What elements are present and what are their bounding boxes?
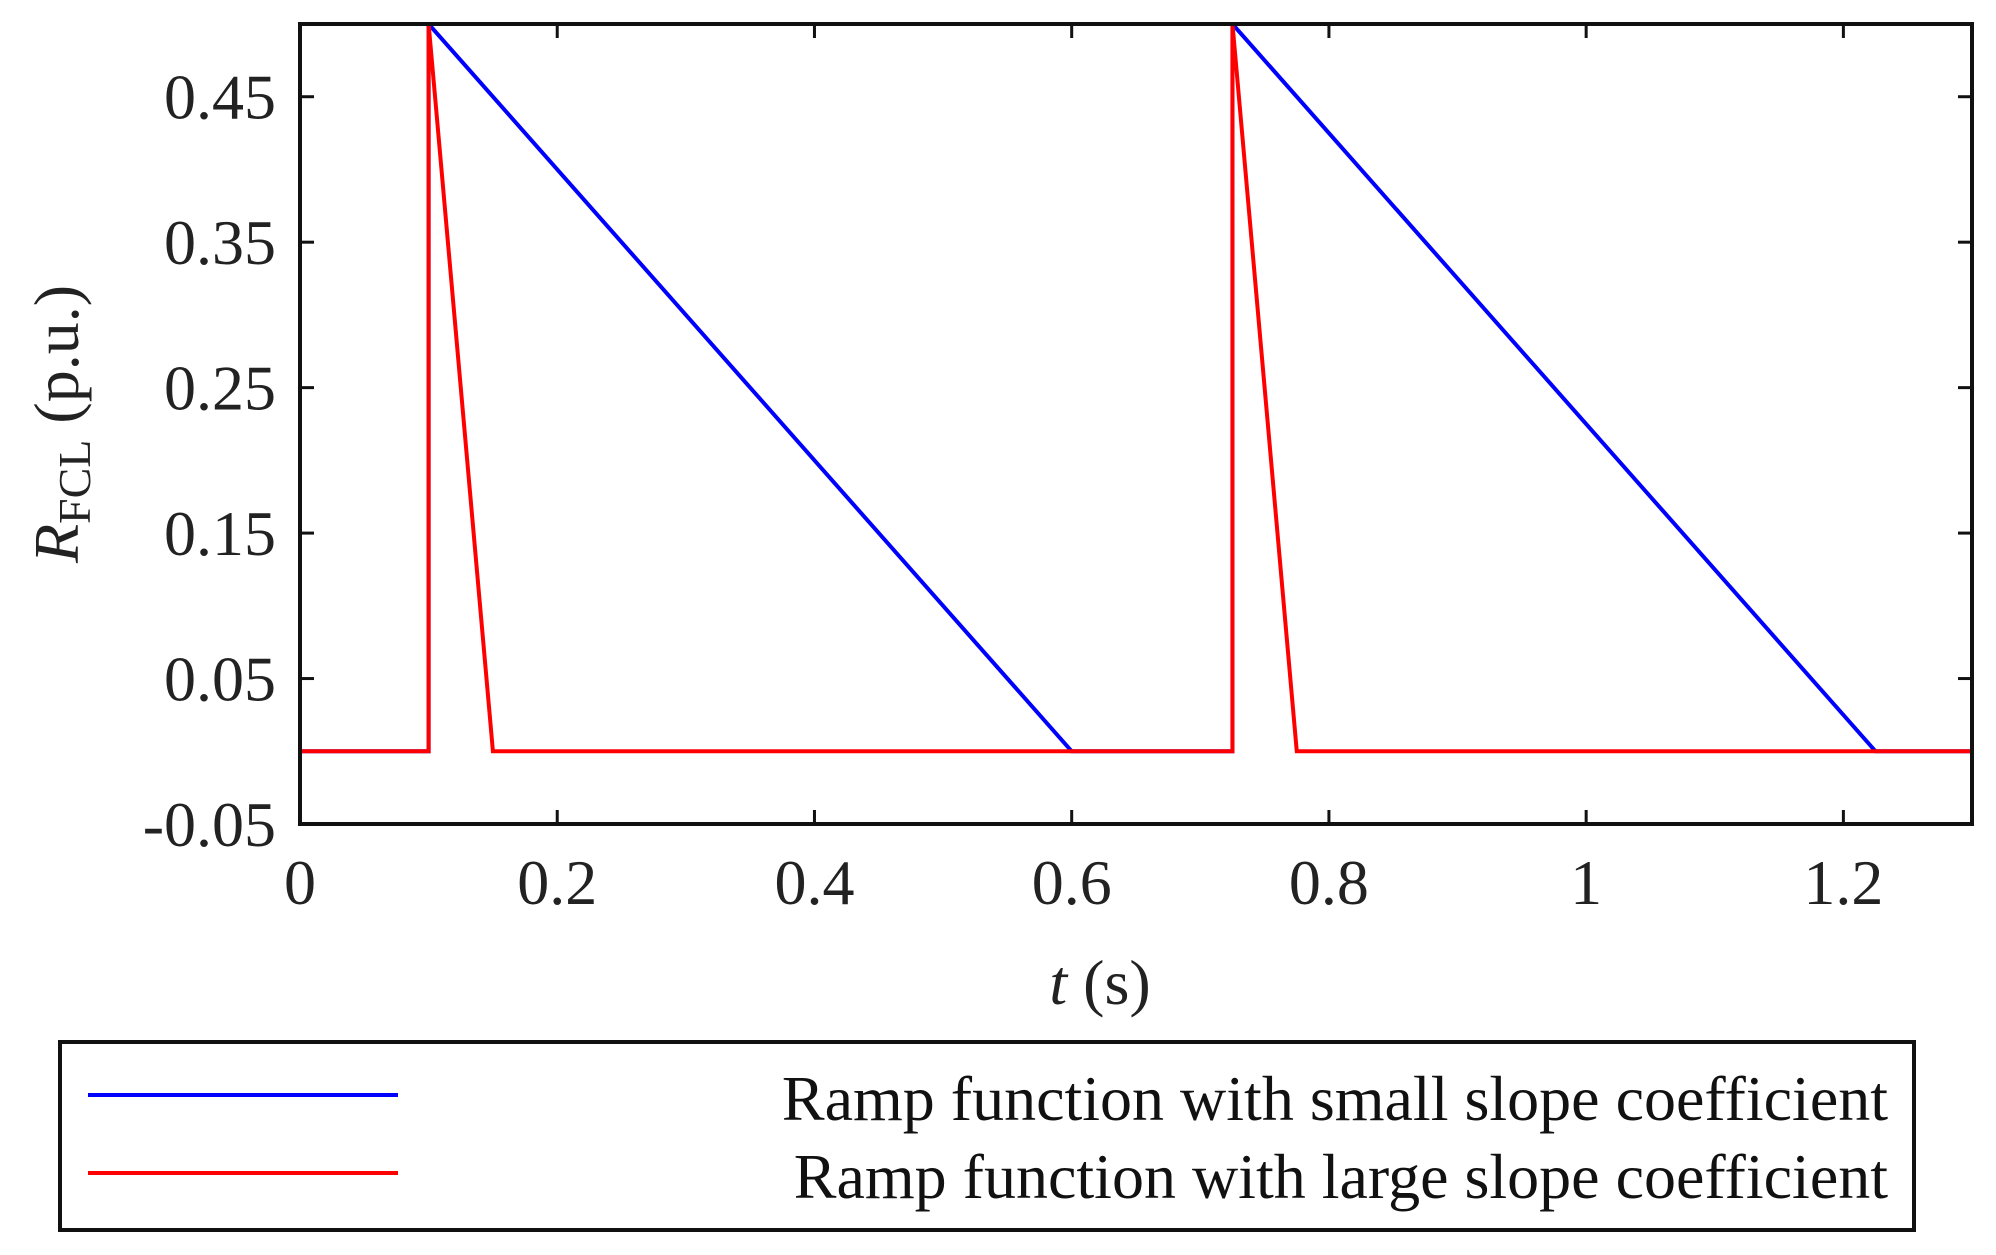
series-layer <box>300 24 1972 754</box>
axes-layer: 0 0.2 0.4 0.6 0.8 1 1.2 -0.05 0.05 0.15 0.25 0.35 0… <box>143 22 1974 918</box>
x-tick-label: 0 <box>284 847 316 918</box>
legend: Ramp function with small slope coefficie… <box>58 1040 1916 1232</box>
y-axis-unit: (p.u.) <box>21 285 92 424</box>
x-tick-label: 0.2 <box>517 847 597 918</box>
y-tick-label: 0.15 <box>164 498 276 569</box>
y-axis-title: RFCL (p.u.) <box>21 285 100 564</box>
x-axis-unit: (s) <box>1083 947 1151 1018</box>
x-tick-label: 0.4 <box>774 847 854 918</box>
y-axis-var: R <box>21 524 92 564</box>
x-axis-var: t <box>1049 947 1069 1018</box>
x-tick-label: 0.6 <box>1032 847 1112 918</box>
x-tick-label: 1 <box>1570 847 1602 918</box>
legend-label-large-slope: Ramp function with large slope coefficie… <box>794 1141 1888 1212</box>
y-tick-label: 0.45 <box>164 62 276 133</box>
legend-box <box>58 1040 1916 1232</box>
y-tick-label: -0.05 <box>143 789 276 860</box>
x-tick-label: 0.8 <box>1289 847 1369 918</box>
series-large-slope-line <box>300 24 1972 754</box>
legend-label-small-slope: Ramp function with small slope coefficie… <box>782 1063 1888 1134</box>
x-tick-label: 1.2 <box>1803 847 1883 918</box>
x-axis-title: t (s) <box>1049 947 1150 1018</box>
plot-frame <box>298 22 1974 826</box>
x-tick-labels: 0 0.2 0.4 0.6 0.8 1 1.2 <box>284 847 1883 918</box>
y-axis-subscript: FCL <box>49 440 100 524</box>
y-tick-labels: -0.05 0.05 0.15 0.25 0.35 0.45 <box>143 62 276 860</box>
y-tick-label: 0.35 <box>164 207 276 278</box>
series-small-slope-line <box>300 24 1972 754</box>
y-tick-label: 0.25 <box>164 353 276 424</box>
y-tick-marks <box>300 95 1972 826</box>
y-tick-label: 0.05 <box>164 644 276 715</box>
x-tick-marks <box>298 24 1845 824</box>
